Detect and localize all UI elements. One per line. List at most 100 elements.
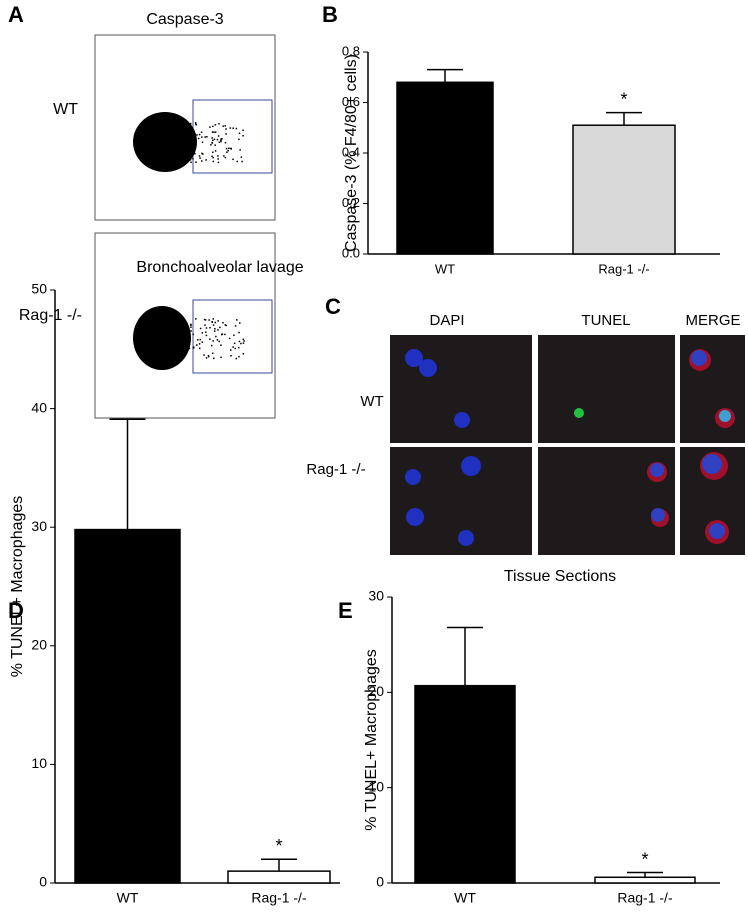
- flow-dot: [205, 357, 208, 359]
- flow-dot: [201, 141, 204, 144]
- flow-dot: [240, 156, 243, 158]
- flow-dot: [222, 321, 224, 324]
- y-tick-label: 0.2: [342, 195, 360, 210]
- flow-dot: [224, 125, 226, 127]
- flow-dot: [224, 333, 226, 336]
- flow-dot: [196, 344, 198, 346]
- flow-dot: [211, 321, 213, 323]
- bar: [414, 684, 516, 884]
- flow-dot: [198, 343, 201, 345]
- y-tick-label: 20: [368, 683, 384, 699]
- flow-dot: [232, 158, 234, 161]
- flow-dot: [205, 159, 207, 161]
- y-tick-label: 40: [31, 399, 47, 415]
- flow-dot: [192, 346, 195, 348]
- flow-dot: [218, 122, 220, 125]
- flow-dot: [232, 346, 234, 348]
- flow-dot: [205, 334, 208, 337]
- x-tick-label: Rag-1 -/-: [617, 890, 673, 906]
- flow-dot: [233, 342, 236, 345]
- flow-dot: [198, 347, 201, 350]
- flow-dot: [186, 128, 188, 130]
- flow-dot: [192, 157, 194, 160]
- flow-dot: [204, 324, 206, 326]
- flow-dot: [224, 156, 227, 159]
- flow-dot: [220, 356, 222, 359]
- panel-label: E: [338, 598, 353, 623]
- x-tick-label: WT: [454, 890, 476, 906]
- flow-dot: [195, 161, 197, 163]
- significance-marker: *: [641, 849, 648, 869]
- flow-dot: [242, 338, 245, 341]
- flow-dot: [198, 155, 201, 157]
- y-tick-label: 10: [368, 778, 384, 794]
- flow-dot: [202, 153, 204, 155]
- flow-dot: [218, 141, 221, 143]
- flow-dot: [189, 157, 192, 159]
- flow-dot: [204, 319, 207, 321]
- flow-dot: [242, 352, 245, 355]
- y-tick-label: 0.8: [342, 43, 360, 58]
- chart-title: Tissue Sections: [504, 568, 616, 585]
- flow-cloud: [133, 112, 197, 370]
- flow-dot: [220, 344, 222, 346]
- flow-dot: [228, 337, 231, 340]
- flow-dot: [236, 319, 238, 321]
- bar: [396, 81, 494, 255]
- flow-dot: [185, 337, 187, 339]
- flow-dot: [190, 323, 192, 326]
- flow-dot: [211, 141, 213, 144]
- x-tick-label: WT: [435, 261, 455, 276]
- flow-dot: [211, 352, 214, 355]
- flow-dot: [197, 137, 200, 140]
- flow-dot: [214, 321, 216, 324]
- flow-dot: [210, 144, 212, 146]
- flow-row-label: Rag-1 -/-: [19, 307, 82, 324]
- flow-dot: [185, 152, 188, 154]
- flow-dot: [229, 127, 232, 129]
- micro-row-label: WT: [360, 393, 383, 410]
- flow-dot: [222, 125, 224, 127]
- flow-dot: [226, 151, 228, 153]
- flow-dot: [194, 152, 196, 155]
- flow-dot: [212, 125, 214, 128]
- flow-dot: [201, 152, 203, 155]
- flow-title: Caspase-3: [146, 11, 223, 28]
- micro-cell: [405, 349, 735, 546]
- flow-dot: [204, 136, 206, 138]
- panel-label: C: [325, 294, 341, 319]
- flow-dot: [213, 131, 215, 133]
- flow-dot: [228, 147, 230, 150]
- flow-gate: [192, 99, 273, 374]
- flow-dot: [240, 342, 242, 345]
- flow-plot: [94, 34, 276, 419]
- flow-dot: [217, 158, 219, 160]
- flow-dot: [235, 357, 237, 360]
- flow-dot: [192, 153, 195, 156]
- flow-dot: [220, 138, 222, 140]
- flow-dot: [199, 327, 202, 330]
- flow-dot: [185, 136, 187, 138]
- flow-dot: [238, 138, 240, 141]
- flow-dot: [201, 160, 203, 162]
- flow-dot: [217, 135, 220, 137]
- flow-dot: [195, 123, 197, 125]
- flow-dot: [206, 136, 208, 138]
- flow-dot: [238, 340, 241, 343]
- flow-dot: [192, 139, 194, 142]
- flow-dot: [215, 335, 217, 338]
- flow-dot: [218, 340, 220, 343]
- flow-dot: [225, 133, 227, 135]
- micro-image: [390, 335, 745, 555]
- x-tick-label: WT: [117, 890, 139, 906]
- flow-dot: [195, 318, 197, 320]
- y-tick-label: 50: [31, 281, 47, 297]
- flow-dot: [211, 131, 214, 133]
- flow-dot: [220, 139, 222, 142]
- flow-dot: [230, 349, 232, 351]
- flow-dot: [187, 138, 190, 140]
- flow-dot: [217, 329, 219, 331]
- flow-dot: [213, 330, 216, 332]
- flow-dot: [187, 333, 189, 336]
- panel-label: B: [322, 2, 338, 27]
